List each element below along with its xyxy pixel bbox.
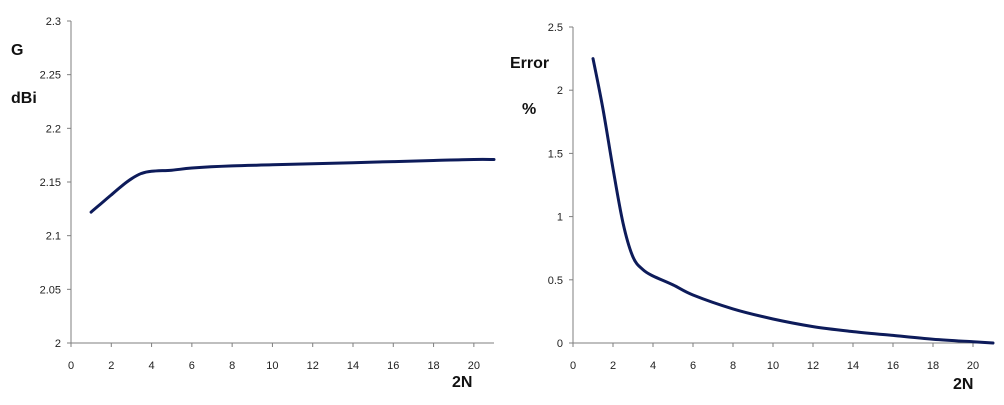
x-tick-label: 0: [570, 360, 576, 372]
series-line: [89, 157, 496, 214]
y-tick-label: 2.3: [46, 16, 61, 28]
x-tick-label: 8: [730, 360, 736, 372]
x-axis-label: 2N: [953, 376, 973, 393]
x-tick-label: 18: [927, 360, 939, 372]
x-tick-label: 2: [610, 360, 616, 372]
y-tick-label: 2.25: [40, 70, 61, 82]
y-tick-label: 0: [557, 338, 563, 350]
y-axis-label: Error: [510, 55, 549, 72]
x-tick-label: 20: [967, 360, 979, 372]
y-tick-label: 2.1: [46, 231, 61, 243]
x-tick-label: 14: [847, 360, 859, 372]
y-tick-label: 2.05: [40, 284, 61, 296]
x-tick-label: 8: [229, 360, 235, 372]
x-tick-label: 20: [468, 360, 480, 372]
x-tick-label: 10: [266, 360, 278, 372]
error-chart: 0 0.5 1 1.5 2 2.5 0 2 4 6 8 10 12 14 16 18 20 Error% 2N: [510, 22, 995, 393]
y-tick-label: 2.2: [46, 123, 61, 135]
gain-chart: 22.052.12.152.22.252.30 2 4 6 8 10 12 14 16 18 20G…: [11, 16, 496, 391]
y-axis-label: dBi: [11, 90, 37, 107]
y-axis-label: G: [11, 42, 23, 59]
y-tick-label: 2: [557, 85, 563, 97]
x-tick-label: 18: [427, 360, 439, 372]
x-tick-label: 6: [189, 360, 195, 372]
y-tick-label: 2.5: [548, 22, 563, 34]
series-line: [591, 57, 995, 345]
x-tick-label: 6: [690, 360, 696, 372]
x-tick-label: 4: [650, 360, 656, 372]
x-tick-label: 4: [149, 360, 155, 372]
x-tick-label: 12: [807, 360, 819, 372]
x-tick-label: 2: [108, 360, 114, 372]
x-tick-label: 16: [887, 360, 899, 372]
x-tick-label: 14: [347, 360, 359, 372]
x-tick-label: 0: [68, 360, 74, 372]
y-axis-label: %: [522, 101, 536, 118]
y-tick-label: 2.15: [40, 177, 61, 189]
y-tick-label: 1.5: [548, 148, 563, 160]
x-tick-label: 10: [767, 360, 779, 372]
x-tick-label: 12: [307, 360, 319, 372]
x-tick-label: 16: [387, 360, 399, 372]
y-tick-label: 0.5: [548, 275, 563, 287]
y-tick-label: 1: [557, 212, 563, 224]
y-tick-label: 2: [55, 338, 61, 350]
x-axis-label: 2N: [452, 374, 472, 391]
